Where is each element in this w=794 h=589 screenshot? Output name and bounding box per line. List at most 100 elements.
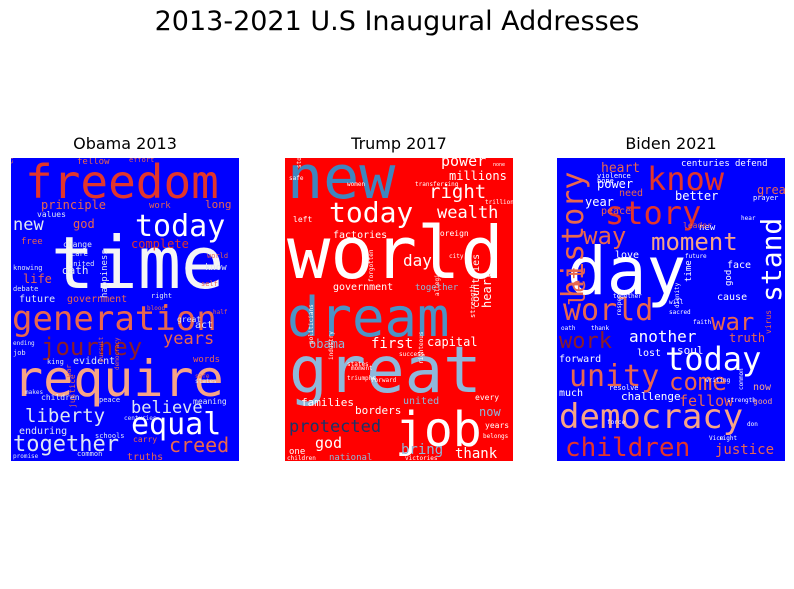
word-righteous: righteous bbox=[418, 331, 425, 364]
word-principle: principle bbox=[41, 198, 106, 212]
word-forward: forward bbox=[559, 354, 601, 365]
word-let: let bbox=[566, 266, 591, 306]
word-moment: moment bbox=[351, 365, 373, 372]
word-carry: carry bbox=[133, 435, 157, 444]
word-national: national bbox=[329, 453, 372, 461]
word-ending: ending bbox=[13, 340, 35, 347]
word-new: new bbox=[699, 223, 716, 233]
wordcloud-biden: day democracy today story know history unity wo… bbox=[557, 158, 785, 461]
word-sacred: sacred bbox=[669, 309, 691, 316]
word-war: war bbox=[65, 364, 73, 377]
word-moment: moment bbox=[651, 228, 738, 256]
word-transferring: transferring bbox=[415, 181, 459, 188]
word-hope: hope bbox=[597, 177, 614, 185]
word-democracy: democracy bbox=[559, 397, 743, 437]
word-stops: stops bbox=[296, 158, 303, 168]
panel-title-biden: Biden 2021 bbox=[625, 134, 717, 153]
word-government: government bbox=[67, 294, 127, 305]
word-job: job bbox=[395, 402, 482, 458]
cloud-background bbox=[11, 158, 239, 461]
word-today: today bbox=[329, 196, 413, 229]
word-lost: lost bbox=[637, 348, 661, 359]
word-strength: strength bbox=[469, 284, 477, 318]
word-right: right bbox=[429, 181, 486, 203]
word-don: don bbox=[747, 421, 758, 428]
word-schools: schools bbox=[95, 432, 125, 440]
word-time: time bbox=[51, 221, 224, 305]
word-success: success bbox=[399, 351, 425, 358]
word-virus: virus bbox=[764, 310, 773, 334]
word-day: day bbox=[567, 233, 686, 310]
word-power: power bbox=[441, 158, 486, 170]
word-evident: evident bbox=[73, 356, 115, 367]
word-prayer: prayer bbox=[753, 194, 778, 202]
word-today: today bbox=[135, 209, 225, 244]
word-world: world bbox=[207, 252, 228, 260]
word-words: words bbox=[193, 355, 220, 365]
cloud-background bbox=[285, 158, 513, 461]
word-will: will bbox=[669, 299, 684, 306]
word-much: much bbox=[559, 388, 583, 399]
word-one: one bbox=[289, 447, 305, 457]
word-long: long bbox=[205, 198, 232, 211]
word-safe: safe bbox=[195, 373, 210, 380]
word-heart: heart bbox=[480, 272, 494, 308]
word-act: act bbox=[195, 320, 213, 331]
word-freedom: freedom bbox=[25, 158, 219, 209]
word-first: first bbox=[371, 336, 413, 352]
word-women: women bbox=[347, 181, 365, 188]
word-dignity: dignity bbox=[674, 282, 681, 308]
chart-title: 2013-2021 U.S Inaugural Addresses bbox=[154, 6, 640, 37]
word-trillions: trillions bbox=[485, 199, 513, 206]
word-foreign: foreign bbox=[435, 229, 469, 238]
word-power: power bbox=[597, 177, 633, 191]
word-states: states bbox=[195, 378, 217, 385]
word-years: years bbox=[163, 329, 214, 349]
word-great: great bbox=[289, 334, 482, 408]
word-writing: writing bbox=[705, 377, 731, 384]
word-war: war bbox=[711, 308, 754, 336]
word-new: new bbox=[287, 158, 396, 213]
word-enduring: enduring bbox=[19, 426, 67, 437]
word-truths: truths bbox=[127, 452, 163, 461]
word-world: world bbox=[563, 293, 653, 328]
word-half: half bbox=[213, 309, 228, 316]
word-great: great bbox=[757, 183, 785, 197]
word-children: children bbox=[41, 393, 80, 402]
word-future: future bbox=[685, 253, 707, 260]
word-values: values bbox=[37, 210, 66, 219]
word-years: years bbox=[485, 421, 509, 430]
word-meaning: meaning bbox=[193, 397, 227, 406]
panel-title-trump: Trump 2017 bbox=[351, 134, 447, 153]
word-right: right bbox=[151, 292, 172, 300]
word-pursuit: pursuit bbox=[98, 336, 105, 362]
word-world: world bbox=[287, 211, 504, 295]
word-today: today bbox=[665, 340, 761, 378]
word-together: together bbox=[13, 432, 119, 457]
word-time: time bbox=[684, 260, 694, 282]
word-care: care bbox=[71, 250, 88, 258]
word-centuries: centuries bbox=[124, 415, 157, 422]
word-change: change bbox=[63, 240, 92, 249]
word-stand: stand bbox=[755, 218, 785, 302]
word-created: created bbox=[11, 158, 15, 164]
word-effort: effort bbox=[129, 158, 154, 164]
word-come: come bbox=[669, 368, 727, 396]
word-triumphs: triumphs bbox=[347, 375, 376, 382]
word-believe: believe bbox=[131, 398, 203, 418]
word-hear: hear bbox=[741, 215, 756, 222]
word-left: left bbox=[293, 215, 312, 224]
word-year: year bbox=[585, 195, 614, 209]
word-thank: thank bbox=[591, 325, 609, 332]
word-borders: borders bbox=[355, 404, 401, 417]
word-know: know bbox=[647, 160, 725, 198]
word-god: god bbox=[724, 270, 734, 286]
word-happiness: happiness bbox=[100, 249, 110, 298]
word-better: better bbox=[675, 189, 718, 203]
wordcloud-obama: time require freedom generation equal today jo… bbox=[11, 158, 239, 461]
word-millions: millions bbox=[449, 169, 507, 183]
word-know: know bbox=[205, 263, 227, 273]
word-creed: creed bbox=[169, 433, 229, 457]
word-wealth: wealth bbox=[437, 203, 498, 223]
word-democracy: democracy bbox=[114, 337, 121, 370]
